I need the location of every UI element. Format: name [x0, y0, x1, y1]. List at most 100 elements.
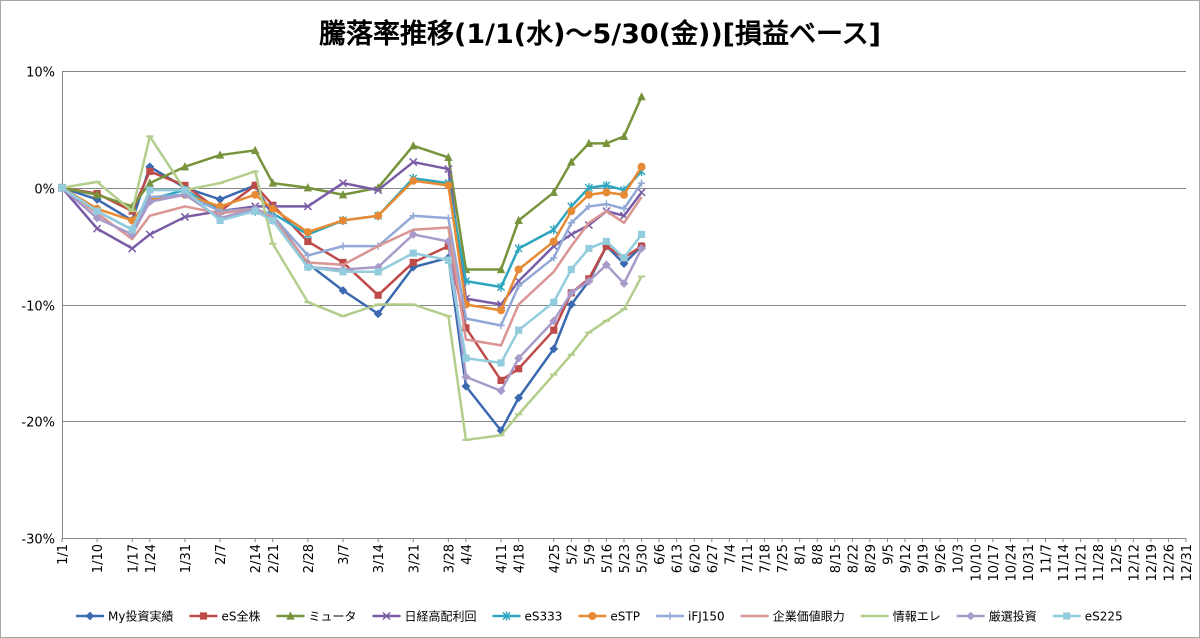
x-tick-label: 3/14	[372, 544, 387, 573]
data-point	[269, 216, 277, 225]
data-point	[304, 251, 312, 260]
data-point	[602, 260, 611, 270]
data-point	[514, 353, 524, 363]
data-point	[567, 265, 575, 274]
x-tick-label: 5/9	[583, 544, 598, 565]
x-tick-label: 12/5	[1110, 544, 1125, 573]
data-point	[1063, 612, 1071, 620]
data-point	[443, 237, 453, 246]
data-point	[146, 186, 154, 194]
data-point	[409, 141, 418, 150]
legend-item: 企業価値眼力	[740, 609, 845, 624]
data-point	[145, 197, 155, 207]
data-point	[146, 167, 154, 176]
series-line	[61, 182, 643, 327]
x-tick-label: 10/24	[1004, 544, 1019, 581]
series-line	[61, 186, 643, 365]
data-point	[497, 376, 505, 384]
legend-label: eS全株	[221, 609, 260, 624]
x-tick-label: 5/2	[565, 544, 580, 565]
data-point	[515, 365, 523, 373]
data-point	[180, 162, 190, 171]
x-tick-label: 4/18	[513, 544, 528, 573]
data-point	[181, 181, 189, 190]
data-point	[549, 237, 558, 246]
x-tick-label: 7/4	[723, 544, 738, 565]
data-point	[251, 190, 260, 199]
data-point	[502, 611, 511, 621]
data-point	[409, 212, 417, 220]
data-point	[128, 244, 137, 253]
data-point	[303, 183, 313, 192]
data-point	[128, 226, 136, 234]
series-group	[61, 186, 643, 347]
data-point	[461, 372, 471, 382]
data-point	[374, 291, 382, 299]
legend-label: 情報エレ	[893, 610, 941, 624]
legend-label: 企業価値眼力	[773, 609, 845, 624]
legend-item: 厳選投資	[956, 609, 1037, 624]
data-point	[619, 131, 629, 140]
data-point	[382, 611, 391, 621]
data-point	[567, 219, 575, 227]
data-point	[268, 178, 277, 187]
x-tick-label: 12/26	[1162, 544, 1177, 581]
data-point	[216, 202, 225, 211]
x-tick-label: 9/19	[917, 544, 932, 573]
data-point	[444, 164, 453, 174]
legend-item: eSTP	[578, 610, 640, 624]
x-tick-label: 6/20	[688, 544, 703, 573]
x-tick-label: 1/24	[144, 544, 159, 573]
data-point	[567, 157, 576, 166]
y-tick-label: -20%	[21, 416, 55, 431]
x-tick-label: 11/14	[1057, 544, 1072, 581]
data-point	[602, 237, 611, 246]
data-point	[549, 187, 558, 197]
data-point	[637, 230, 646, 239]
data-point	[286, 611, 295, 620]
series-line	[61, 160, 643, 306]
legend-item: ミュータ	[276, 610, 357, 624]
data-point	[637, 92, 646, 101]
data-point	[92, 190, 102, 199]
data-point	[85, 611, 95, 621]
data-point	[339, 216, 347, 225]
x-tick-label: 10/31	[1022, 544, 1037, 581]
x-tick-label: 1/17	[126, 544, 141, 573]
data-point	[444, 256, 452, 264]
x-tick-label: 8/22	[846, 544, 861, 573]
data-point	[462, 354, 470, 362]
data-point	[216, 216, 224, 225]
data-point	[199, 612, 208, 620]
legend-label: eS333	[525, 610, 563, 624]
data-point	[444, 181, 453, 190]
x-tick-label: 2/14	[249, 544, 264, 573]
series-line	[61, 186, 643, 347]
data-point	[92, 224, 102, 233]
x-tick-label: 6/6	[653, 544, 668, 565]
x-tick-label: 5/16	[600, 544, 615, 573]
data-point	[58, 184, 66, 192]
x-tick-label: 3/21	[407, 544, 422, 573]
y-tick-label: -10%	[21, 300, 55, 315]
data-point	[251, 207, 259, 215]
data-point	[637, 244, 646, 253]
legend-item: eS全株	[189, 609, 260, 624]
data-point	[92, 195, 102, 204]
data-point	[497, 306, 506, 315]
data-point	[444, 152, 453, 161]
legend-item: eS333	[492, 610, 563, 624]
data-point	[637, 162, 646, 171]
x-tick-label: 11/28	[1092, 544, 1107, 581]
x-tick-label: 9/26	[934, 544, 949, 573]
x-tick-label: 10/3	[952, 544, 967, 573]
data-point	[181, 186, 189, 194]
x-tick-label: 6/13	[671, 544, 686, 573]
x-tick-label: 2/21	[267, 544, 282, 573]
legend-label: iFJ150	[688, 610, 725, 624]
data-point	[338, 178, 348, 188]
data-point	[409, 258, 417, 267]
x-tick-label: 7/25	[776, 544, 791, 573]
